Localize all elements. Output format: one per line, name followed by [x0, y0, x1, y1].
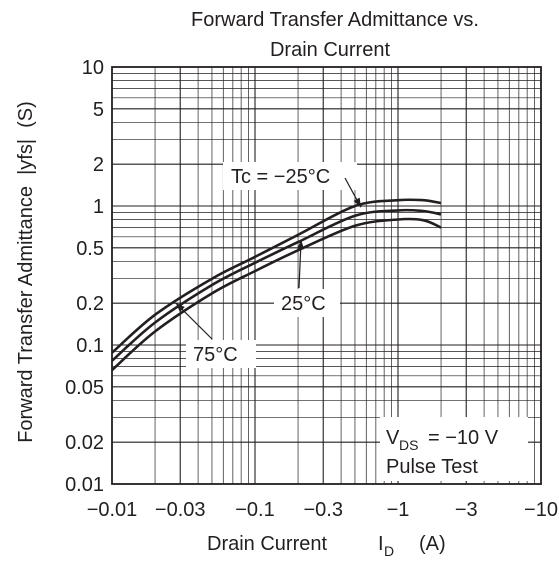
x-tick-label: −3 [455, 499, 478, 521]
y-tick-label: 0.05 [65, 377, 104, 399]
y-tick-label: 0.5 [76, 238, 104, 260]
label-75c: 75°C [193, 344, 238, 366]
label-tc-minus25c-bg [223, 162, 357, 190]
chart-title-line2: Drain Current [270, 39, 390, 61]
condition-vds-value: = −10 V [428, 427, 499, 449]
x-axis-label-unit: (A) [419, 533, 446, 555]
plot-frame [111, 66, 542, 485]
x-axis-label: Drain Current I D (A) [207, 533, 446, 559]
condition-vds-subscript: DS [399, 437, 418, 453]
x-tick-label: −0.03 [155, 499, 206, 521]
condition-vds-symbol: V [386, 427, 400, 449]
y-tick-label: 0.02 [65, 432, 104, 454]
y-tick-label: 0.1 [76, 335, 104, 357]
y-axis-label: Forward Transfer Admittance |yfs| (S) [15, 101, 37, 443]
x-tick-label: −0.1 [235, 499, 274, 521]
x-tick-label: −10 [524, 499, 558, 521]
y-tick-label: 1 [93, 196, 104, 218]
series-line-25c [111, 208, 442, 362]
x-tick-label: −1 [387, 499, 410, 521]
condition-box-bg [380, 417, 528, 481]
annotations: V DS = −10 V Pulse Test Tc = −25°C 25°C 75… [175, 162, 528, 481]
x-axis-label-subscript: D [384, 543, 394, 559]
label-25c: 25°C [281, 293, 326, 315]
y-tick-labels: 0.01 0.02 0.05 0.1 0.2 0.5 1 2 5 10 [65, 57, 104, 496]
leader-75c-head [175, 303, 185, 312]
x-tick-labels: −0.01 −0.03 −0.1 −0.3 −1 −3 −10 [87, 499, 558, 521]
chart-title-line1: Forward Transfer Admittance vs. [191, 9, 479, 31]
grid [112, 67, 541, 484]
series-layer [111, 198, 442, 372]
y-tick-label: 2 [93, 154, 104, 176]
x-tick-label: −0.3 [303, 499, 342, 521]
label-tc-minus25c: Tc = −25°C [231, 166, 330, 188]
label-25c-bg [274, 289, 340, 317]
leader-tc-minus25c-head [353, 197, 361, 208]
y-tick-label: 0.01 [65, 474, 104, 496]
series-line-minus25c [111, 198, 442, 354]
x-tick-label: −0.01 [87, 499, 138, 521]
leader-25c-head [297, 239, 305, 250]
y-tick-label: 10 [82, 57, 104, 79]
series-line-75c [111, 217, 442, 372]
y-tick-label: 5 [93, 99, 104, 121]
x-axis-label-symbol: I [378, 533, 384, 555]
x-axis-label-text: Drain Current [207, 533, 327, 555]
y-tick-label: 0.2 [76, 293, 104, 315]
condition-pulse-test: Pulse Test [386, 456, 478, 478]
label-75c-bg [186, 340, 256, 368]
